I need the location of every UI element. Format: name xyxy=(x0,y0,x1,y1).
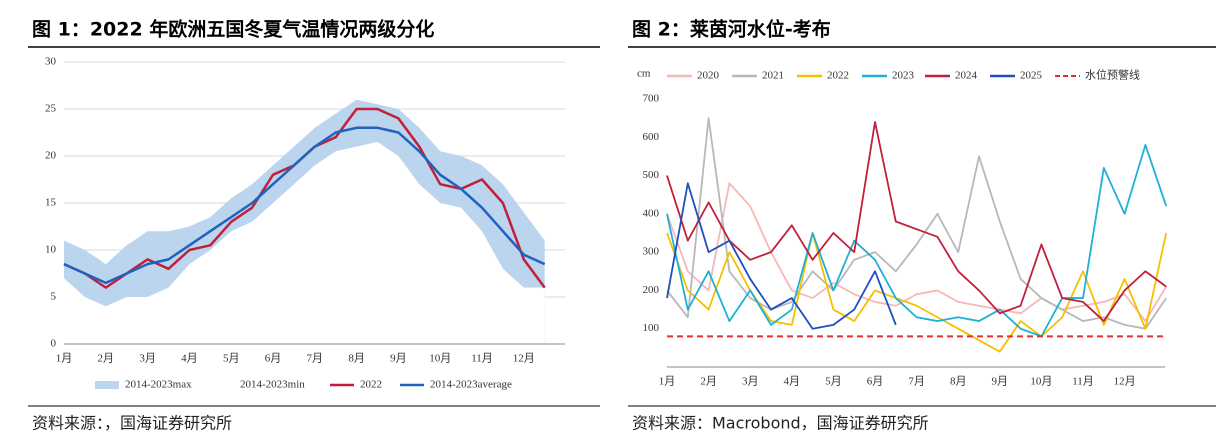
y-tick-label: 0 xyxy=(51,338,57,350)
x-tick-label: 5月 xyxy=(825,376,842,388)
y-tick-label: 300 xyxy=(643,246,660,258)
x-tick-label: 7月 xyxy=(307,353,324,365)
y-axis-label: cm xyxy=(637,68,651,80)
x-tick-label: 12月 xyxy=(513,353,535,365)
x-tick-label: 9月 xyxy=(992,376,1009,388)
line xyxy=(666,182,1167,322)
x-tick-label: 10月 xyxy=(1030,376,1052,388)
legend-label: 2023 xyxy=(892,70,915,82)
x-tick-label: 12月 xyxy=(1114,376,1136,388)
x-tick-label: 6月 xyxy=(867,376,884,388)
x-tick-label: 2月 xyxy=(98,353,115,365)
x-tick-label: 9月 xyxy=(390,353,407,365)
x-tick-label: 3月 xyxy=(139,353,156,365)
line xyxy=(666,182,897,330)
y-tick-label: 200 xyxy=(643,284,660,296)
x-tick-label: 8月 xyxy=(950,376,967,388)
line xyxy=(63,126,546,285)
x-tick-label: 4月 xyxy=(784,376,801,388)
area xyxy=(64,141,545,344)
y-tick-label: 100 xyxy=(643,322,660,334)
x-tick-label: 1月 xyxy=(659,376,676,388)
x-tick-label: 11月 xyxy=(471,353,493,365)
legend-label: 2014-2023average xyxy=(430,379,512,391)
line xyxy=(666,121,1167,322)
x-tick-label: 3月 xyxy=(742,376,759,388)
y-tick-label: 30 xyxy=(45,56,57,68)
y-tick-label: 500 xyxy=(643,169,660,181)
chart-title: 图 2：莱茵河水位-考布 xyxy=(632,18,831,41)
legend-label: 2025 xyxy=(1020,70,1043,82)
x-tick-label: 5月 xyxy=(223,353,240,365)
y-tick-label: 20 xyxy=(45,150,57,162)
x-tick-label: 4月 xyxy=(181,353,198,365)
legend-label: 水位预警线 xyxy=(1085,68,1140,82)
y-tick-label: 15 xyxy=(45,197,57,209)
legend-label: 2021 xyxy=(762,70,784,82)
x-tick-label: 1月 xyxy=(56,353,73,365)
legend-swatch xyxy=(95,381,119,389)
line xyxy=(666,117,1167,330)
x-tick-label: 6月 xyxy=(265,353,282,365)
y-tick-label: 5 xyxy=(51,291,57,303)
x-tick-label: 11月 xyxy=(1072,376,1094,388)
line xyxy=(666,144,1168,338)
y-tick-label: 25 xyxy=(45,103,57,115)
chart-title: 图 1：2022 年欧洲五国冬夏气温情况两级分化 xyxy=(32,18,434,41)
source: 资料来源：Macrobond，国海证券研究所 xyxy=(632,414,929,433)
y-tick-label: 10 xyxy=(45,244,57,256)
legend-label: 2014-2023max xyxy=(125,379,192,391)
legend-label: 2022 xyxy=(827,70,849,82)
y-tick-label: 600 xyxy=(643,131,660,143)
x-tick-label: 10月 xyxy=(429,353,451,365)
legend-label: 2024 xyxy=(955,70,978,82)
legend-swatch xyxy=(210,381,234,389)
legend-label: 2020 xyxy=(697,70,720,82)
y-tick-label: 400 xyxy=(643,207,660,219)
y-tick-label: 700 xyxy=(643,93,660,105)
x-tick-label: 8月 xyxy=(348,353,365,365)
source: 资料来源：，国海证券研究所 xyxy=(32,414,232,433)
legend-label: 2022 xyxy=(360,379,382,391)
x-tick-label: 2月 xyxy=(700,376,717,388)
x-tick-label: 7月 xyxy=(908,376,925,388)
legend-label: 2014-2023min xyxy=(240,379,305,391)
